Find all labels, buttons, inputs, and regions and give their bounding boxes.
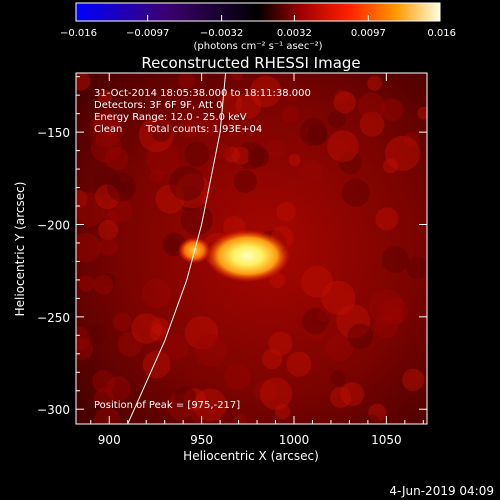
- colorbar-tick-label: 0.0032: [277, 28, 312, 39]
- y-tick-label: −300: [37, 403, 70, 417]
- y-tick-label: −200: [37, 218, 70, 232]
- heatmap-image: [76, 73, 427, 424]
- x-axis-ticks: 900 950 1000 1050: [90, 73, 424, 447]
- y-axis-ticks: −150 −200 −250 −300: [37, 76, 427, 417]
- x-tick-label: 900: [98, 433, 121, 447]
- colorbar: [75, 2, 441, 22]
- annotation-peak-position: Position of Peak = [975,-217]: [94, 400, 240, 411]
- colorbar-tick-label: 0.016: [427, 28, 456, 39]
- annotation-time-range: 31-Oct-2014 18:05:38.000 to 18:11:38.000: [94, 88, 311, 99]
- x-tick-label: 1050: [371, 433, 402, 447]
- chart-title: Reconstructed RHESSI Image: [141, 54, 360, 72]
- x-tick-label: 950: [190, 433, 213, 447]
- colorbar-tick-label: −0.0032: [200, 28, 243, 39]
- y-tick-label: −150: [37, 126, 70, 140]
- y-tick-label: −250: [37, 311, 70, 325]
- annotation-algorithm: Clean: [94, 124, 122, 135]
- colorbar-tick-label: −0.0097: [126, 28, 169, 39]
- colorbar-ticks: −0.016 −0.0097 −0.0032 0.0032 0.0097 0.016: [60, 15, 456, 39]
- colorbar-tick-label: −0.016: [60, 28, 97, 39]
- peak-source: [205, 229, 290, 282]
- footer-date: 4-Jun-2019 04:09: [389, 484, 494, 498]
- annotation-total-counts: Total counts: 1.93E+04: [145, 124, 262, 135]
- y-axis-label: Heliocentric Y (arcsec): [13, 182, 27, 317]
- annotation-energy-range: Energy Range: 12.0 - 25.0 keV: [94, 112, 247, 123]
- x-tick-label: 1000: [279, 433, 310, 447]
- colorbar-tick-label: 0.0097: [351, 28, 386, 39]
- annotation-detectors: Detectors: 3F 6F 9F, Att 0: [94, 100, 222, 111]
- colorbar-unit-label: (photons cm⁻² s⁻¹ asec⁻²): [193, 41, 322, 52]
- solar-limb: [127, 73, 227, 424]
- x-axis-label: Heliocentric X (arcsec): [183, 449, 319, 463]
